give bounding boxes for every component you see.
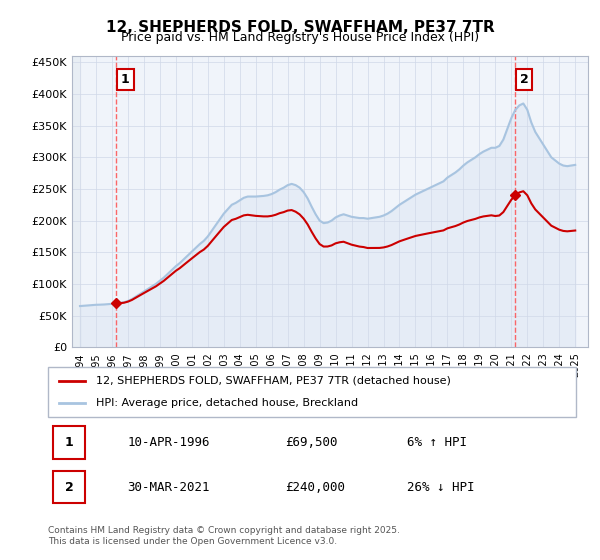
Bar [72, 56, 80, 347]
Text: £240,000: £240,000 [286, 480, 346, 494]
Text: 6% ↑ HPI: 6% ↑ HPI [407, 436, 467, 449]
Text: 12, SHEPHERDS FOLD, SWAFFHAM, PE37 7TR (detached house): 12, SHEPHERDS FOLD, SWAFFHAM, PE37 7TR (… [95, 376, 451, 386]
Text: £69,500: £69,500 [286, 436, 338, 449]
Text: 10-APR-1996: 10-APR-1996 [127, 436, 210, 449]
Text: 1: 1 [121, 73, 130, 86]
Text: 12, SHEPHERDS FOLD, SWAFFHAM, PE37 7TR: 12, SHEPHERDS FOLD, SWAFFHAM, PE37 7TR [106, 20, 494, 35]
Text: 30-MAR-2021: 30-MAR-2021 [127, 480, 210, 494]
Text: 2: 2 [65, 480, 73, 494]
FancyBboxPatch shape [48, 367, 576, 417]
FancyBboxPatch shape [53, 471, 85, 503]
FancyBboxPatch shape [53, 426, 85, 459]
Text: Price paid vs. HM Land Registry's House Price Index (HPI): Price paid vs. HM Land Registry's House … [121, 31, 479, 44]
Bar [72, 56, 81, 347]
Text: Contains HM Land Registry data © Crown copyright and database right 2025.
This d: Contains HM Land Registry data © Crown c… [48, 526, 400, 546]
Text: HPI: Average price, detached house, Breckland: HPI: Average price, detached house, Brec… [95, 398, 358, 408]
Text: 26% ↓ HPI: 26% ↓ HPI [407, 480, 475, 494]
Text: 1: 1 [65, 436, 73, 449]
Text: 2: 2 [520, 73, 529, 86]
